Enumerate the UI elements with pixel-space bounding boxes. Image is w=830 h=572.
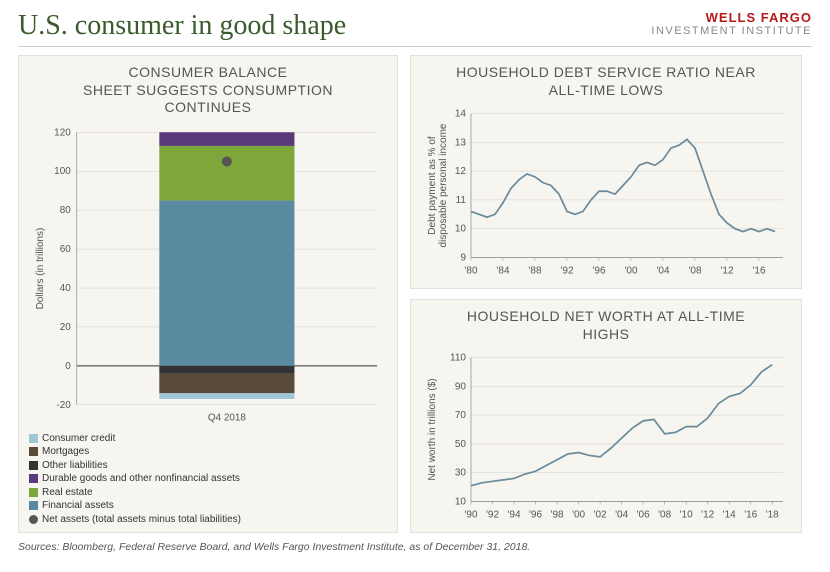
legend-item: Real estate [29,486,387,500]
svg-text:9: 9 [460,253,466,264]
svg-text:60: 60 [60,244,72,255]
svg-text:30: 30 [455,468,467,479]
svg-text:50: 50 [455,439,467,450]
svg-text:'04: '04 [656,266,669,277]
svg-text:'00: '00 [624,266,637,277]
networth-panel: HOUSEHOLD NET WORTH AT ALL-TIME HIGHS 10… [410,299,802,533]
svg-text:'08: '08 [658,510,671,521]
svg-text:-20: -20 [56,399,71,410]
debt-title: HOUSEHOLD DEBT SERVICE RATIO NEAR ALL-TI… [421,64,791,99]
svg-text:'00: '00 [572,510,585,521]
svg-text:disposable personal income: disposable personal income [438,123,449,247]
legend-item: Mortgages [29,445,387,459]
balance-legend: Consumer creditMortgagesOther liabilitie… [29,432,387,527]
svg-text:90: 90 [455,381,467,392]
svg-text:Q4 2018: Q4 2018 [208,412,247,423]
debt-title-l1: HOUSEHOLD DEBT SERVICE RATIO NEAR [456,64,756,80]
balance-title-l3: CONTINUES [165,99,252,115]
balance-svg: -20 0 20 40 60 80 100 120 Dollars (in trillions)… [29,121,387,430]
svg-text:'84: '84 [496,266,509,277]
footer: Sources: Bloomberg, Federal Reserve Boar… [18,541,812,553]
svg-text:'18: '18 [766,510,779,521]
svg-text:'92: '92 [486,510,499,521]
svg-text:40: 40 [60,282,72,293]
svg-text:'08: '08 [688,266,701,277]
networth-title-l1: HOUSEHOLD NET WORTH AT ALL-TIME [467,308,745,324]
svg-text:80: 80 [60,205,72,216]
svg-text:'12: '12 [701,510,714,521]
balance-sheet-panel: CONSUMER BALANCE SHEET SUGGESTS CONSUMPT… [18,55,398,533]
svg-text:12: 12 [455,166,467,177]
content: CONSUMER BALANCE SHEET SUGGESTS CONSUMPT… [18,55,812,533]
balance-title-l2: SHEET SUGGESTS CONSUMPTION [83,82,333,98]
balance-chart: -20 0 20 40 60 80 100 120 Dollars (in trillions)… [29,121,387,430]
svg-text:'04: '04 [615,510,628,521]
svg-text:'98: '98 [551,510,564,521]
legend-item: Consumer credit [29,432,387,446]
svg-text:100: 100 [54,166,71,177]
svg-text:20: 20 [60,321,72,332]
svg-text:'88: '88 [528,266,541,277]
networth-svg: 10 30 50 70 90 110 '90 '92 '94 '96 '98 '00 '02 '04 '06… [421,347,791,526]
debt-chart: 9 10 11 12 13 14 '80 '84 '88 '92 '96 '00 '04 '08 '12 '1… [421,103,791,282]
svg-text:70: 70 [455,410,467,421]
page: U.S. consumer in good shape WELLS FARGO … [0,0,830,572]
svg-text:'12: '12 [720,266,733,277]
brand-top: WELLS FARGO [651,10,812,25]
svg-text:Net worth in trillions ($): Net worth in trillions ($) [427,378,438,480]
svg-text:11: 11 [456,195,467,206]
balance-title: CONSUMER BALANCE SHEET SUGGESTS CONSUMPT… [29,64,387,117]
svg-text:'92: '92 [560,266,573,277]
right-column: HOUSEHOLD DEBT SERVICE RATIO NEAR ALL-TI… [410,55,802,533]
networth-title: HOUSEHOLD NET WORTH AT ALL-TIME HIGHS [421,308,791,343]
brand-block: WELLS FARGO INVESTMENT INSTITUTE [651,10,812,37]
svg-text:'14: '14 [723,510,736,521]
debt-svg: 9 10 11 12 13 14 '80 '84 '88 '92 '96 '00 '04 '08 '12 '1… [421,103,791,282]
svg-text:110: 110 [450,353,466,364]
svg-text:'16: '16 [744,510,757,521]
legend-item: Other liabilities [29,459,387,473]
svg-text:13: 13 [455,137,467,148]
svg-text:'02: '02 [594,510,607,521]
networth-chart: 10 30 50 70 90 110 '90 '92 '94 '96 '98 '00 '02 '04 '06… [421,347,791,526]
svg-text:10: 10 [455,224,467,235]
svg-text:'96: '96 [529,510,542,521]
page-title: U.S. consumer in good shape [18,10,346,42]
debt-title-l2: ALL-TIME LOWS [549,82,664,98]
svg-text:0: 0 [65,360,71,371]
networth-title-l2: HIGHS [583,326,630,342]
svg-text:'80: '80 [464,266,477,277]
debt-panel: HOUSEHOLD DEBT SERVICE RATIO NEAR ALL-TI… [410,55,802,289]
svg-text:Debt payment as % of: Debt payment as % of [427,136,438,235]
svg-text:Dollars (in trillions): Dollars (in trillions) [35,227,46,309]
legend-item: Durable goods and other nonfinancial ass… [29,472,387,486]
legend-item: Net assets (total assets minus total lia… [29,513,387,527]
svg-text:'94: '94 [508,510,521,521]
svg-text:'10: '10 [680,510,693,521]
legend-item: Financial assets [29,499,387,513]
svg-text:10: 10 [455,497,467,508]
svg-text:'90: '90 [464,510,477,521]
svg-text:'06: '06 [637,510,650,521]
svg-text:'96: '96 [592,266,605,277]
svg-text:'16: '16 [752,266,765,277]
brand-bot: INVESTMENT INSTITUTE [651,25,812,37]
balance-title-l1: CONSUMER BALANCE [129,64,288,80]
header: U.S. consumer in good shape WELLS FARGO … [18,10,812,47]
svg-text:14: 14 [455,109,467,120]
svg-text:120: 120 [54,127,71,138]
